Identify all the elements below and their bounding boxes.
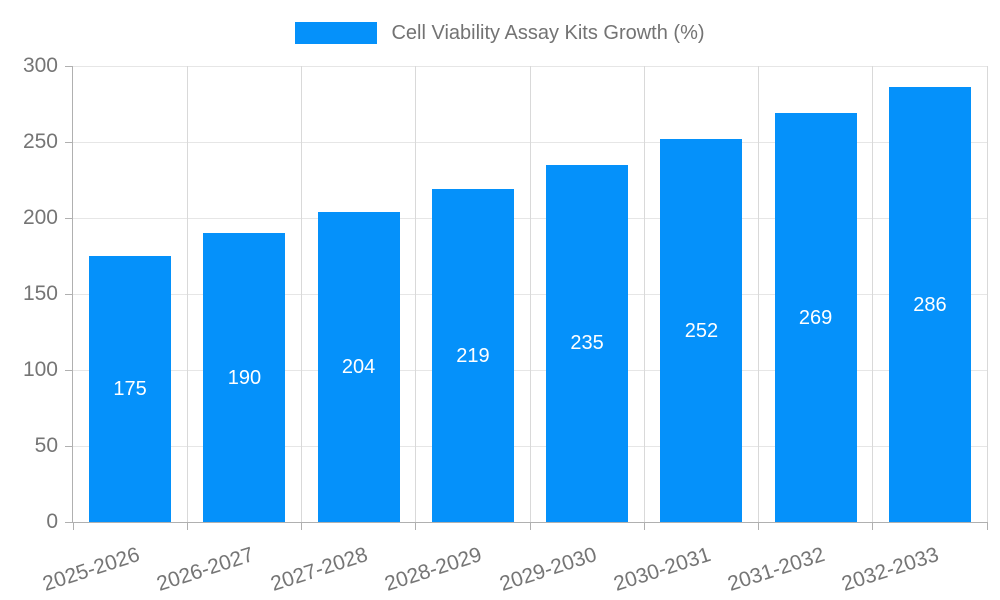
bar[interactable]: [546, 164, 629, 522]
bar[interactable]: [431, 189, 514, 522]
y-axis-tick: [65, 445, 73, 447]
bar-value-label: 235: [570, 332, 604, 355]
x-axis-tick: [529, 522, 531, 530]
bar[interactable]: [317, 211, 400, 522]
bar[interactable]: [89, 256, 172, 522]
y-axis-tick: [65, 141, 73, 143]
bar-value-label: 190: [227, 366, 262, 389]
y-axis-tick-label: 100: [22, 358, 58, 381]
bar-value-label: 252: [684, 319, 719, 342]
x-axis-tick: [415, 522, 417, 530]
legend-item[interactable]: Cell Viability Assay Kits Growth (%): [295, 20, 705, 46]
bar-value-label: 269: [798, 306, 833, 329]
x-axis-tick: [758, 522, 759, 530]
bar[interactable]: [660, 139, 743, 522]
legend: Cell Viability Assay Kits Growth (%): [0, 20, 1000, 46]
bar[interactable]: [774, 113, 857, 522]
x-axis-tick-label: 2028-2029: [382, 543, 486, 596]
gridline-vertical: [415, 66, 417, 522]
x-axis-tick-label: 2025-2026: [39, 543, 143, 596]
gridline-vertical: [301, 66, 302, 522]
y-axis-tick-label: 0: [46, 510, 58, 533]
gridline-vertical: [186, 66, 188, 522]
x-axis-tick: [186, 522, 188, 530]
x-axis-line: [65, 522, 987, 523]
x-axis-tick-label: 2027-2028: [268, 543, 371, 596]
y-axis-tick: [65, 217, 73, 219]
legend-swatch: [295, 22, 378, 44]
x-axis-tick-label: 2026-2027: [153, 543, 257, 596]
y-axis-tick: [65, 65, 73, 67]
y-axis-tick-label: 200: [22, 206, 58, 229]
bar-value-label: 286: [913, 293, 947, 316]
y-axis-tick: [65, 369, 73, 371]
gridline-vertical: [643, 66, 645, 522]
x-axis-tick: [72, 522, 74, 530]
x-axis-tick: [643, 522, 645, 530]
x-axis-tick-label: 2030-2031: [610, 543, 714, 596]
y-axis-tick-label: 150: [22, 282, 58, 305]
gridline-vertical: [758, 66, 759, 522]
gridline-vertical: [872, 66, 874, 522]
x-axis-tick-label: 2031-2032: [725, 543, 828, 596]
x-axis-tick: [986, 522, 988, 530]
y-axis-tick-label: 50: [34, 434, 58, 457]
bar-value-label: 175: [113, 378, 147, 400]
bar[interactable]: [888, 87, 971, 522]
x-axis-tick: [872, 522, 874, 530]
x-axis-tick-label: 2029-2030: [496, 543, 600, 596]
y-axis-line: [72, 66, 73, 522]
gridline-vertical: [986, 66, 988, 522]
bar-value-label: 219: [456, 344, 490, 367]
x-axis-tick: [301, 522, 302, 530]
y-axis-tick-label: 300: [22, 54, 58, 77]
bar[interactable]: [203, 233, 286, 522]
y-axis-tick: [65, 293, 73, 295]
gridline-vertical: [529, 66, 531, 522]
bar-value-label: 204: [341, 356, 376, 378]
x-axis-tick-label: 2032-2033: [839, 543, 943, 596]
legend-label: Cell Viability Assay Kits Growth (%): [391, 22, 705, 44]
y-axis-tick-label: 250: [22, 130, 58, 153]
